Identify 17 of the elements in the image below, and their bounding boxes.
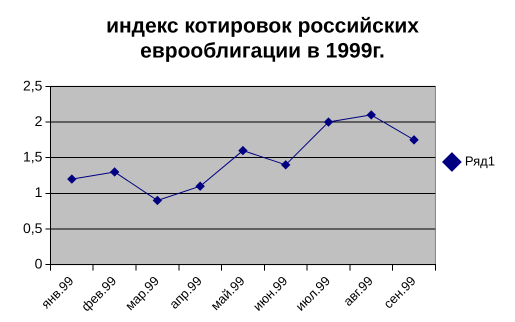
point bbox=[238, 146, 248, 156]
point bbox=[152, 196, 162, 205]
y-tick-label: 0 bbox=[34, 255, 43, 272]
point bbox=[196, 182, 205, 191]
y-tick-label: 1,5 bbox=[22, 148, 43, 165]
y-tick-label: 2 bbox=[34, 112, 43, 129]
point bbox=[410, 135, 419, 144]
point bbox=[281, 160, 290, 170]
legend-label: Ряд1 bbox=[464, 154, 496, 169]
chart-title: индекс котировок российских еврооблигации в 1999г. bbox=[106, 14, 420, 63]
point bbox=[366, 110, 376, 120]
y-tick-label: 2,5 bbox=[22, 77, 43, 94]
y-tick-label: 0,5 bbox=[22, 220, 43, 236]
y-tick-label: 1 bbox=[34, 184, 43, 200]
point bbox=[110, 167, 120, 176]
point bbox=[67, 174, 76, 184]
point bbox=[324, 118, 333, 127]
